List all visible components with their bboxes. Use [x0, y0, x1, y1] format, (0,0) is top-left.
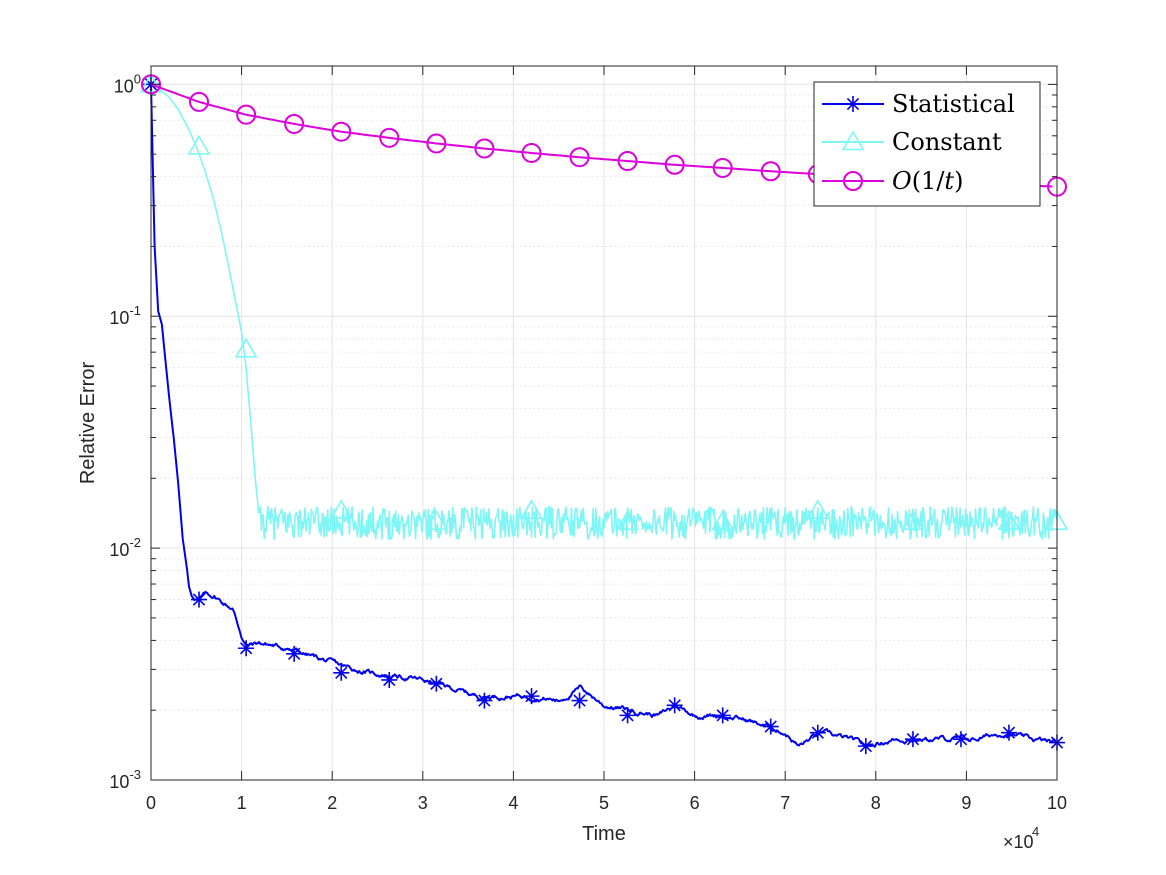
- y-tick-base: 10: [109, 772, 129, 792]
- x-tick-labels: 0 1 2 3 4 5 6 7 8 9 10: [146, 793, 1067, 813]
- asterisk-marker: [333, 664, 350, 681]
- circle-marker: [189, 91, 210, 112]
- x-tick-label: 4: [508, 793, 518, 813]
- legend-marker-triangle: [841, 130, 865, 151]
- x-tick-label: 0: [146, 793, 156, 813]
- circle-marker: [474, 138, 495, 159]
- series-line: [150, 83, 1058, 540]
- y-tick-base: 10: [114, 76, 134, 96]
- legend-o-t: t: [944, 167, 954, 195]
- asterisk-marker: [286, 645, 303, 662]
- legend-label-statistical: Statistical: [892, 90, 1015, 118]
- asterisk-marker: [904, 731, 921, 748]
- circle-marker: [617, 151, 638, 172]
- ticks-layer: [150, 66, 1058, 781]
- circle-marker: [426, 133, 447, 154]
- y-tick-exponent: -2: [129, 535, 141, 550]
- circle-marker: [331, 121, 352, 142]
- y-tick-exponent: -3: [129, 767, 141, 782]
- circle-marker: [569, 147, 590, 168]
- circle-marker: [712, 157, 733, 178]
- asterisk-marker: [714, 707, 731, 724]
- x-multiplier-base: ×10: [1003, 832, 1034, 852]
- legend-label-constant: Constant: [892, 128, 1002, 156]
- legend-o-prefix: O: [892, 167, 912, 195]
- legend-entry-o-one-over-t: O(1/t): [822, 167, 963, 195]
- y-axis-label: Relative Error: [77, 362, 99, 485]
- triangle-marker: [425, 510, 448, 530]
- triangle-marker: [901, 510, 925, 530]
- circle-marker: [760, 161, 781, 182]
- asterisk-marker: [381, 671, 398, 688]
- triangle-marker: [234, 337, 258, 358]
- asterisk-marker: [571, 692, 588, 709]
- circle-marker: [284, 113, 305, 134]
- circle-marker: [379, 127, 400, 148]
- triangle-marker: [997, 510, 1021, 530]
- x-axis-label: Time: [582, 823, 626, 845]
- series-constant: [139, 72, 1069, 540]
- asterisk-marker: [191, 591, 208, 608]
- circle-marker: [521, 142, 542, 163]
- triangle-marker: [187, 134, 211, 155]
- y-tick-base: 10: [109, 540, 129, 560]
- legend-marker-asterisk: [845, 96, 861, 112]
- asterisk-marker: [952, 731, 969, 748]
- x-tick-label: 9: [961, 793, 971, 813]
- x-tick-label: 1: [237, 793, 247, 813]
- asterisk-marker: [428, 675, 445, 692]
- legend-entry-constant: Constant: [822, 128, 1002, 156]
- asterisk-marker: [238, 640, 255, 657]
- triangle-marker: [329, 499, 353, 520]
- asterisk-marker: [857, 738, 874, 755]
- circle-marker: [236, 104, 257, 125]
- legend-o-paren-open: (1/: [912, 167, 946, 195]
- x-multiplier-exponent: 4: [1032, 824, 1039, 839]
- asterisk-marker: [809, 724, 826, 741]
- x-tick-label: 10: [1047, 793, 1067, 813]
- y-tick-label: 10-2: [109, 535, 141, 560]
- y-tick-base: 10: [109, 308, 129, 328]
- y-tick-label: 100: [114, 71, 141, 96]
- triangle-marker: [806, 499, 830, 520]
- asterisk-marker: [619, 707, 636, 724]
- x-tick-label: 3: [418, 793, 428, 813]
- x-tick-label: 7: [780, 793, 790, 813]
- y-tick-label: 10-3: [109, 767, 141, 792]
- x-tick-label: 6: [690, 793, 700, 813]
- x-axis-multiplier: ×10 4: [1003, 824, 1039, 852]
- asterisk-marker: [762, 718, 779, 735]
- y-tick-exponent: 0: [134, 71, 141, 86]
- asterisk-marker: [845, 96, 861, 112]
- asterisk-marker: [1000, 724, 1017, 741]
- legend-label-o-one-over-t: O(1/t): [892, 167, 963, 195]
- legend: Statistical Constant O(1/t): [813, 81, 1041, 207]
- circle-marker: [843, 171, 863, 191]
- legend-entry-statistical: Statistical: [822, 90, 1015, 118]
- asterisk-marker: [523, 688, 540, 705]
- x-tick-label: 5: [599, 793, 609, 813]
- circle-marker: [664, 154, 685, 175]
- legend-marker-circle: [843, 171, 863, 191]
- triangle-marker: [841, 130, 865, 151]
- y-tick-exponent: -1: [129, 303, 141, 318]
- legend-o-paren-close: ): [954, 167, 963, 195]
- y-tick-label: 10-1: [109, 303, 141, 328]
- x-tick-label: 2: [327, 793, 337, 813]
- asterisk-marker: [666, 697, 683, 714]
- triangle-marker: [520, 499, 543, 520]
- x-tick-label: 8: [871, 793, 881, 813]
- triangle-marker: [711, 510, 735, 530]
- asterisk-marker: [476, 692, 493, 709]
- triangle-marker: [616, 510, 639, 530]
